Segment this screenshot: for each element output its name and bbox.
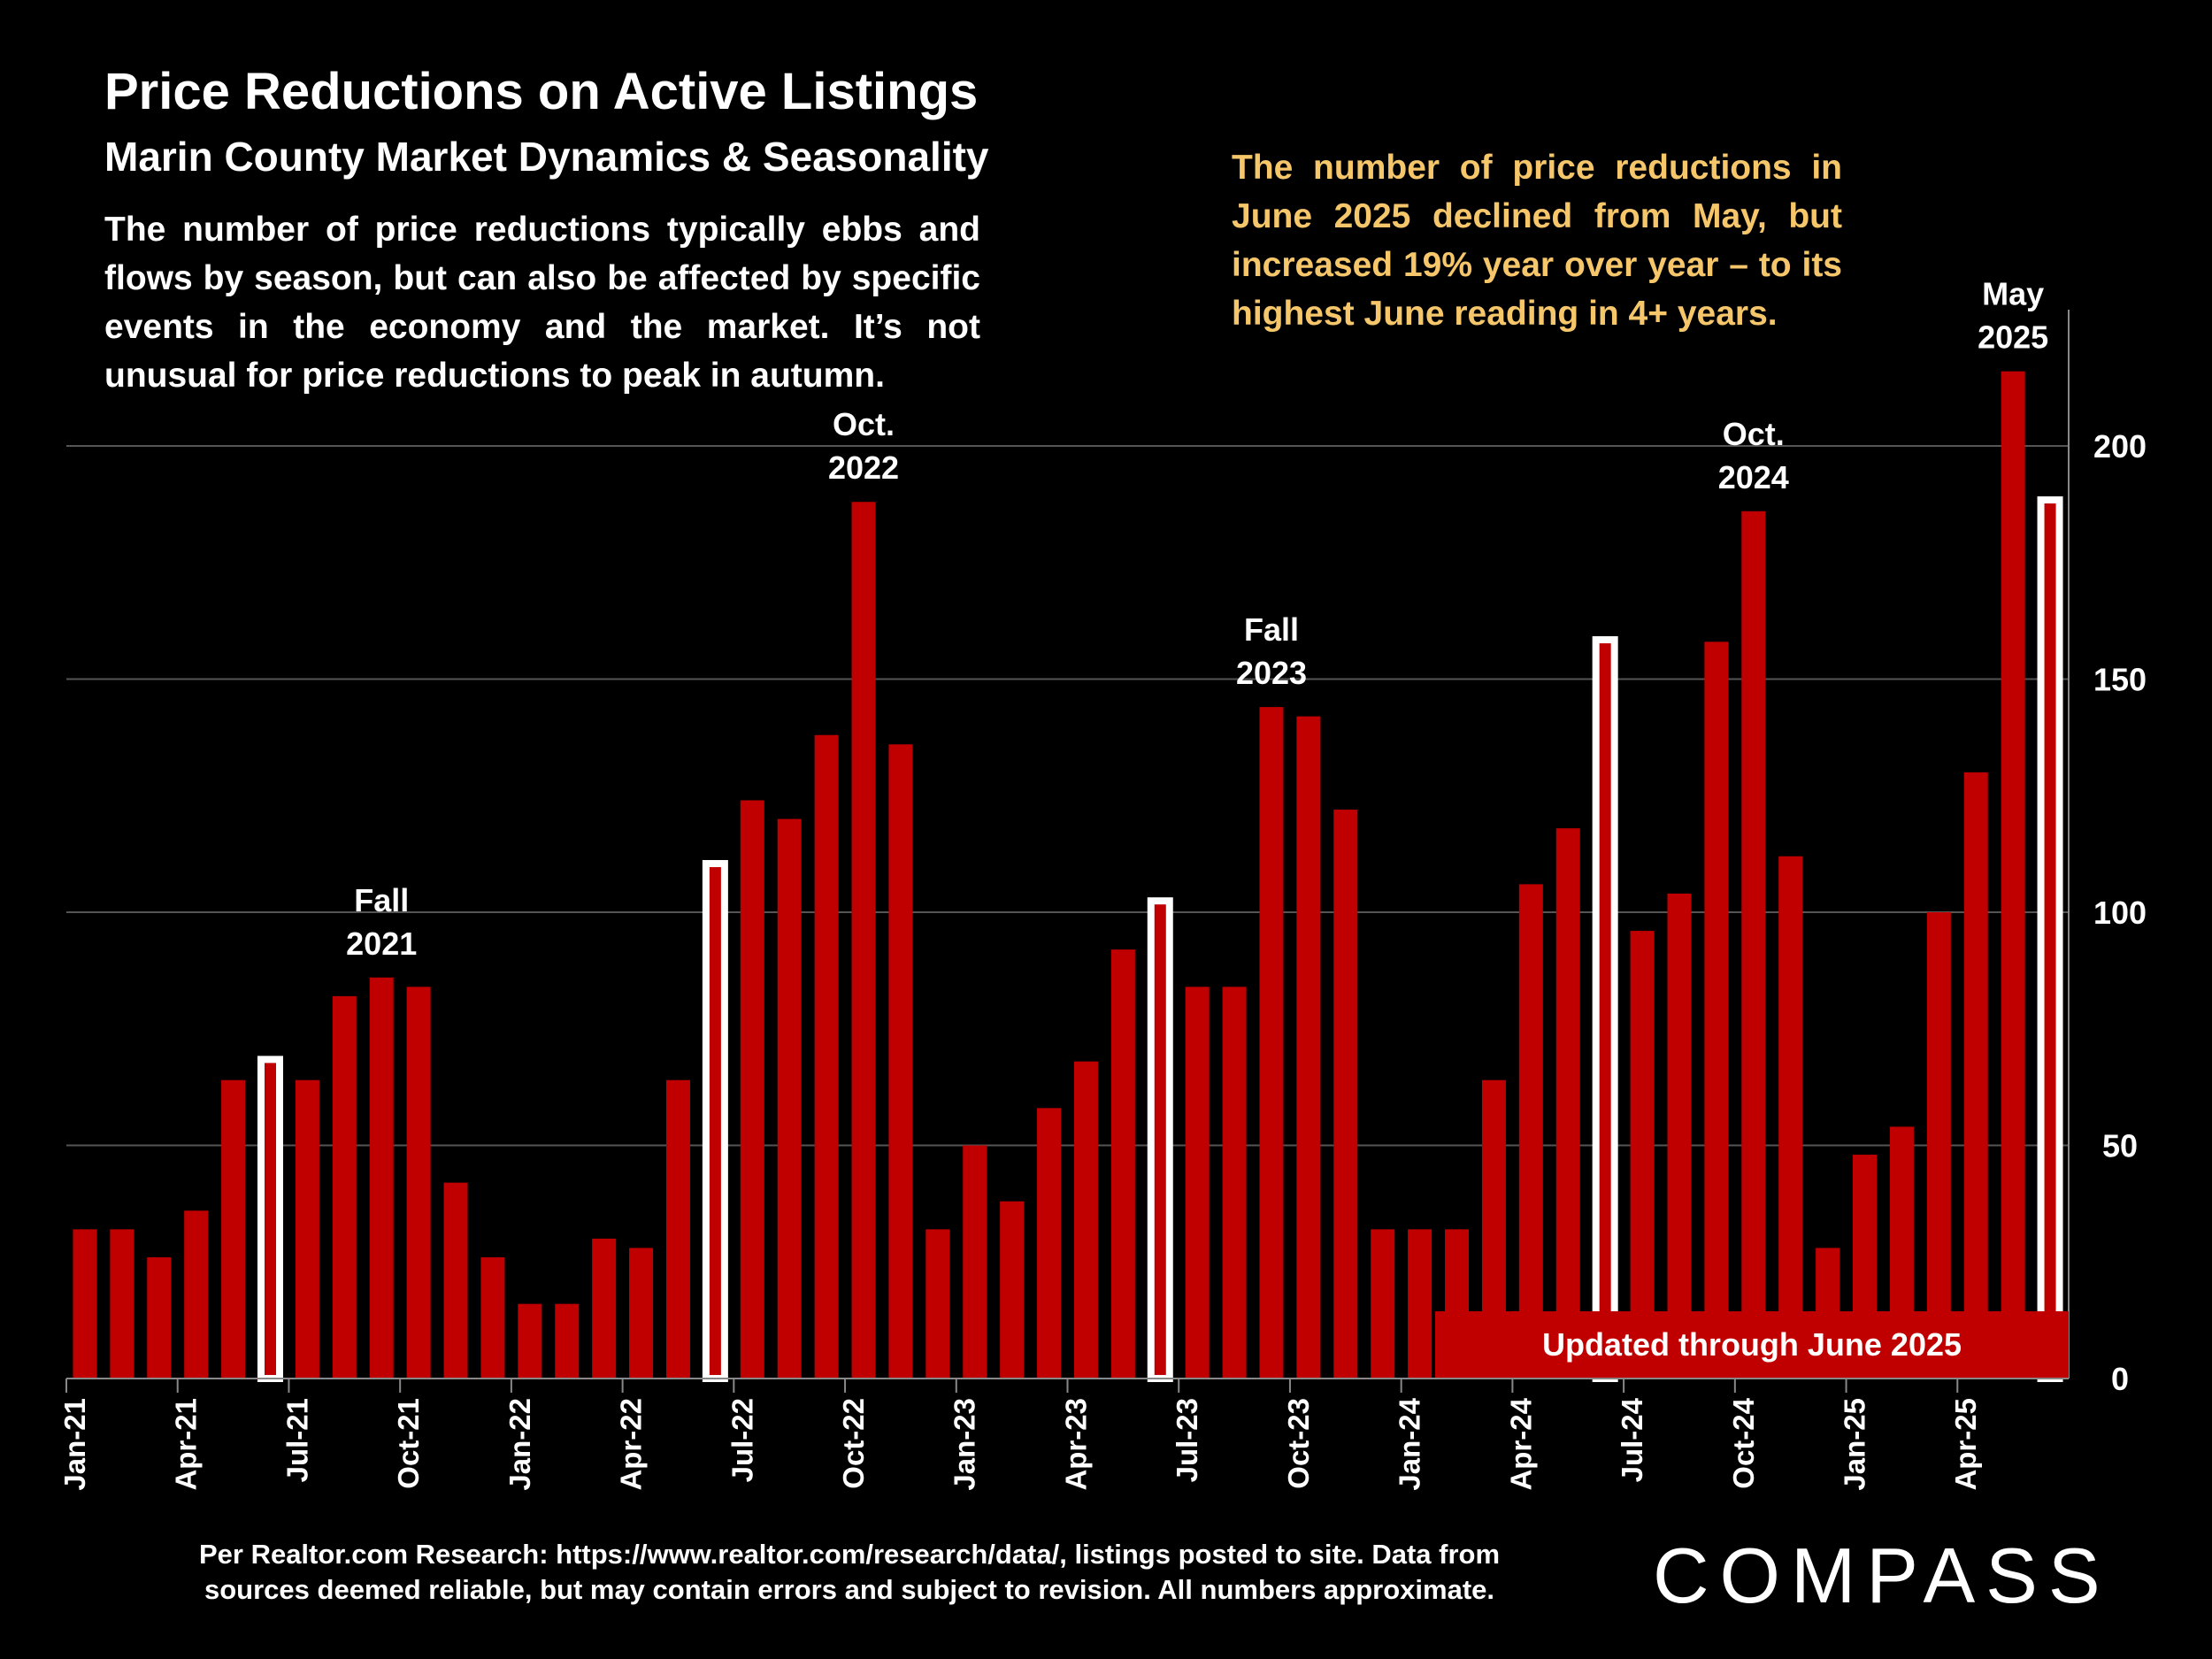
source-footnote: Per Realtor.com Research: https://www.re… <box>133 1537 1566 1608</box>
bar <box>1741 511 1766 1379</box>
bar <box>1037 1108 1062 1379</box>
bar <box>851 502 876 1379</box>
bar <box>147 1256 172 1379</box>
annotation-label: Oct. <box>833 406 895 442</box>
bar <box>740 800 764 1379</box>
annotation-label: 2025 <box>1978 319 2048 356</box>
bar-june <box>702 860 728 1382</box>
annotation-label: Fall <box>354 882 409 918</box>
bar <box>443 1182 468 1379</box>
annotation-label: May <box>1982 276 2044 312</box>
bar <box>1296 716 1321 1379</box>
bar <box>592 1238 617 1379</box>
bar <box>777 818 802 1379</box>
x-tick-label: Jul-21 <box>280 1398 313 1482</box>
annotation-label: 2024 <box>1718 459 1789 495</box>
bar <box>1518 884 1543 1379</box>
bar <box>332 995 357 1379</box>
bar <box>926 1229 950 1379</box>
callout-text: The number of price reductions in June 2… <box>1232 149 1842 333</box>
bar-june <box>2037 495 2063 1382</box>
bar <box>1000 1201 1025 1379</box>
x-tick-label: Oct-24 <box>1727 1397 1760 1488</box>
y-tick-label: 0 <box>2111 1361 2129 1397</box>
bar <box>1073 1061 1098 1379</box>
bar <box>1408 1229 1432 1379</box>
bar <box>518 1303 542 1379</box>
x-tick-label: Oct-21 <box>392 1398 425 1489</box>
annotation-label: 2022 <box>828 449 899 486</box>
bar <box>888 744 913 1379</box>
bar <box>1963 772 1988 1379</box>
bar-june <box>1147 897 1173 1382</box>
bar <box>1667 893 1692 1379</box>
y-tick-label: 200 <box>2093 428 2147 465</box>
bar <box>2001 371 2025 1379</box>
x-tick-label: Jul-24 <box>1616 1397 1648 1482</box>
y-tick-label: 100 <box>2093 895 2147 931</box>
x-tick-label: Jan-21 <box>58 1398 91 1491</box>
bar <box>73 1229 97 1379</box>
x-tick-label: Oct-23 <box>1282 1398 1315 1489</box>
annotation-label: 2021 <box>346 926 417 962</box>
y-tick-label: 50 <box>2102 1128 2138 1164</box>
x-tick-label: Jan-25 <box>1839 1398 1871 1491</box>
chart-title: Price Reductions on Active Listings <box>104 63 979 120</box>
bar <box>1778 856 1803 1379</box>
bar <box>1333 810 1358 1379</box>
bar <box>406 987 431 1379</box>
bar <box>1704 641 1729 1379</box>
bar <box>1926 912 1951 1379</box>
bar <box>369 977 394 1379</box>
bar-june <box>1592 636 1618 1382</box>
chart-subtitle: Marin County Market Dynamics & Seasonali… <box>104 134 989 180</box>
bar <box>1110 949 1135 1379</box>
bar <box>110 1229 134 1379</box>
bar <box>555 1303 580 1379</box>
x-tick-label: Apr-21 <box>170 1398 203 1491</box>
annotation-label: Fall <box>1244 611 1299 648</box>
bar <box>1259 707 1284 1379</box>
description-text: The number of price reductions typically… <box>104 211 980 395</box>
x-tick-label: Oct-22 <box>837 1398 870 1489</box>
update-banner <box>1435 1311 2069 1379</box>
bar <box>1222 987 1247 1379</box>
bar <box>963 1145 987 1379</box>
x-tick-label: Jan-24 <box>1394 1397 1426 1490</box>
x-tick-label: Apr-23 <box>1059 1398 1092 1491</box>
x-tick-label: Apr-25 <box>1949 1398 1982 1491</box>
bar <box>665 1079 690 1379</box>
bar <box>184 1210 209 1379</box>
x-tick-label: Apr-22 <box>615 1398 648 1491</box>
x-tick-label: Jan-22 <box>503 1398 536 1491</box>
footnote-line-1: Per Realtor.com Research: https://www.re… <box>198 1539 1501 1570</box>
bar <box>1630 931 1655 1379</box>
x-tick-label: Jan-23 <box>949 1398 981 1491</box>
bar <box>1555 828 1580 1379</box>
bar <box>814 734 839 1379</box>
annotation-label: Oct. <box>1723 416 1785 452</box>
x-tick-label: Jul-22 <box>726 1398 758 1482</box>
x-tick-label: Jul-23 <box>1171 1398 1203 1482</box>
y-tick-label: 150 <box>2093 662 2147 698</box>
bar <box>1185 987 1210 1379</box>
bar <box>221 1079 246 1379</box>
compass-logo: COMPASS <box>1653 1532 2111 1619</box>
bar <box>629 1248 654 1379</box>
bar <box>295 1079 319 1379</box>
update-banner-text: Updated through June 2025 <box>1542 1326 1962 1363</box>
bar <box>480 1256 505 1379</box>
footnote-line-2: sources deemed reliable, but may contain… <box>204 1574 1494 1605</box>
x-tick-label: Apr-24 <box>1504 1397 1537 1490</box>
bar <box>1371 1229 1395 1379</box>
annotation-label: 2023 <box>1236 655 1307 691</box>
bar-june <box>257 1056 283 1382</box>
